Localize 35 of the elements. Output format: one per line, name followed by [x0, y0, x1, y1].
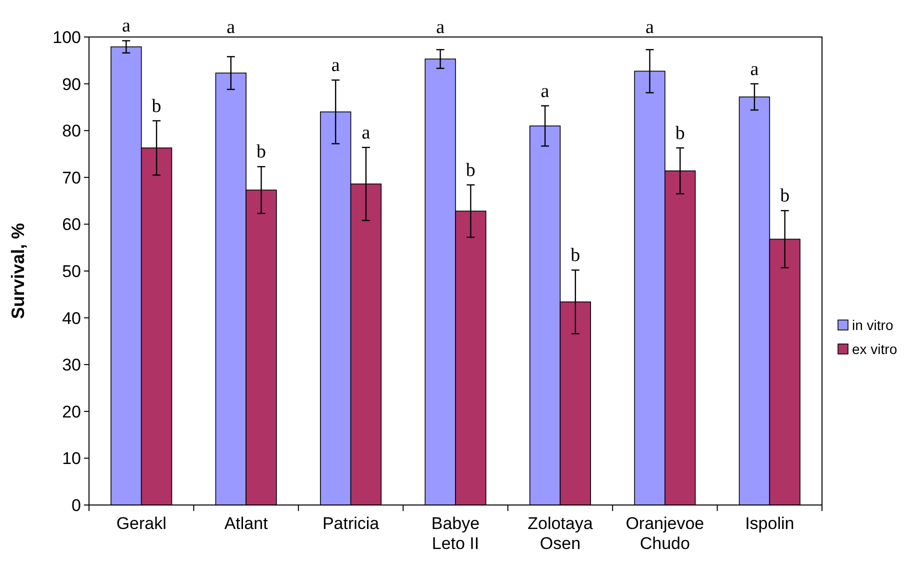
y-tick-label: 60 [62, 215, 81, 234]
x-tick-label: Patricia [322, 514, 380, 533]
y-tick-label: 50 [62, 262, 81, 281]
x-tick-label: Oranjevoe Chudo [626, 514, 704, 553]
y-tick-label: 90 [62, 74, 81, 94]
annotation: a [646, 17, 655, 38]
legend-label: in vitro [852, 316, 894, 333]
annotation: b [256, 142, 266, 163]
y-tick-label: 70 [62, 168, 81, 188]
annotation: a [331, 55, 340, 76]
annotation: a [750, 58, 760, 80]
y-tick-label: 10 [62, 449, 81, 468]
annotation: a [436, 17, 446, 38]
annotation: b [570, 245, 580, 266]
y-tick-label: 30 [62, 356, 81, 375]
annotation: a [540, 80, 550, 102]
x-tick-label: Ispolin [745, 514, 794, 533]
y-axis-title: Survival, % [8, 222, 28, 320]
y-tick-label: 0 [72, 496, 81, 515]
x-tick-label: Atlant [224, 514, 268, 533]
annotation: b [675, 122, 685, 144]
x-tick-label: Zolotaya Osen [528, 514, 594, 553]
text: a [122, 16, 131, 37]
annotation: b [466, 160, 476, 181]
annotation: b [152, 96, 162, 117]
y-tick-label: 80 [62, 122, 81, 141]
y-tick-label: 20 [62, 402, 81, 422]
y-tick-label: 100 [52, 28, 81, 47]
annotation: a [226, 17, 236, 38]
legend-label: ex vitro [852, 340, 898, 357]
annotation: b [780, 186, 790, 207]
x-tick-label: Babye Leto II [431, 514, 480, 553]
x-tick-label: Gerakl [116, 514, 166, 533]
y-tick-label: 40 [62, 308, 81, 328]
annotation: a [362, 122, 371, 144]
